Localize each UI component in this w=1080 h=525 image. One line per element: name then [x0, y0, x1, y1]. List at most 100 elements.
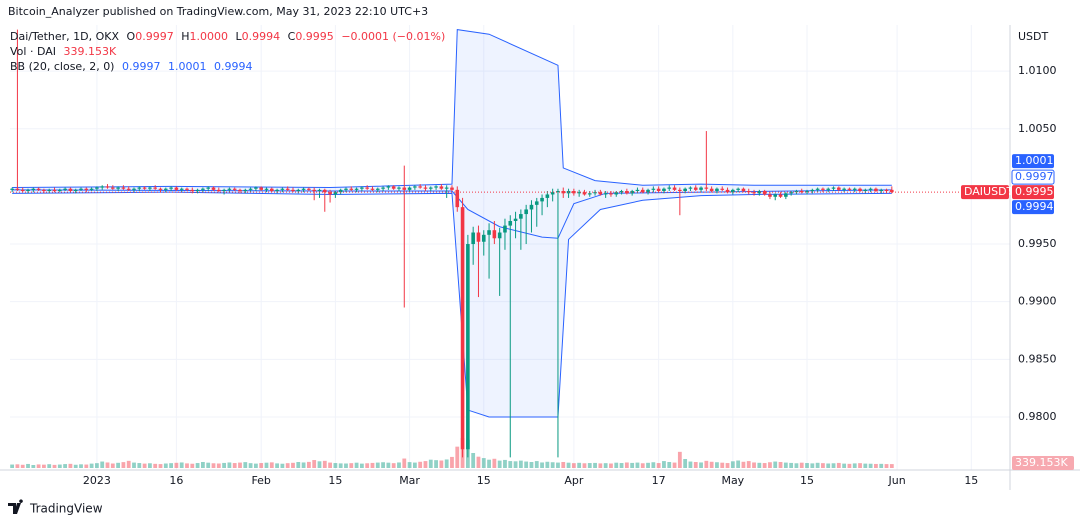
candle-body — [481, 234, 486, 242]
volume-bar — [63, 464, 68, 468]
candle-body — [259, 187, 263, 190]
volume-bar — [815, 462, 820, 468]
candle-body — [577, 192, 581, 194]
bb-value: 1.0001 — [168, 60, 207, 73]
volume-bar — [391, 463, 396, 468]
axes: 1.0100 1.0050 0.9950 0.9900 0.9850 0.9800 2023… — [10, 64, 1074, 487]
volume-bar — [672, 462, 677, 468]
volume-bar — [322, 460, 327, 468]
candle-body — [195, 189, 200, 192]
volume-bar — [301, 462, 306, 468]
volume-bar — [497, 460, 502, 468]
candle-body — [847, 188, 852, 190]
volume-bar — [333, 463, 338, 468]
candle-body — [254, 187, 258, 189]
volume-bar — [285, 463, 290, 468]
volume-bar — [264, 462, 269, 468]
volume-bar — [540, 462, 544, 468]
volume-bar — [640, 463, 645, 468]
volume-bar — [550, 462, 555, 468]
volume-bar — [471, 453, 476, 468]
candle-body — [84, 188, 89, 190]
candle-body — [699, 187, 703, 190]
candle-body — [688, 187, 693, 189]
upper-label: 1.0001 — [1015, 154, 1054, 167]
volume-bar — [354, 462, 359, 468]
x-tick-label: Jun — [888, 474, 906, 487]
volume-bar — [699, 462, 703, 468]
volume-bar — [492, 458, 497, 468]
price-unit: USDT — [1018, 30, 1049, 43]
candle-body — [529, 204, 534, 210]
symbol-label: DAIUSDT — [964, 185, 1014, 198]
volume-bar — [863, 463, 868, 468]
volume-bar — [232, 463, 237, 468]
volume-bar — [582, 463, 587, 468]
volume-bar — [571, 463, 576, 468]
candle-body — [635, 189, 640, 192]
candle-body — [662, 188, 666, 192]
candle-body — [232, 188, 237, 190]
volume-bar — [619, 463, 624, 468]
volume-bars — [10, 438, 894, 468]
candle-body — [68, 188, 73, 192]
candle-body — [142, 187, 147, 189]
candle-body — [672, 187, 677, 190]
candle-body — [328, 192, 332, 195]
candle-body — [842, 188, 846, 190]
candle-body — [402, 187, 407, 190]
candle-body — [799, 191, 804, 193]
volume-bar — [47, 464, 52, 468]
candle-body — [360, 187, 364, 189]
volume-bar — [635, 462, 640, 468]
volume-bar — [10, 464, 15, 468]
x-tick-label: 17 — [652, 474, 666, 487]
x-tick-label: Mar — [399, 474, 420, 487]
x-tick-label: 16 — [169, 474, 183, 487]
volume-bar — [105, 462, 110, 468]
candle-body — [317, 189, 322, 192]
volume-bar — [169, 463, 174, 468]
publisher: Bitcoin_Analyzer published on TradingVie… — [8, 5, 428, 18]
volume-bar — [450, 456, 454, 468]
volume-bar — [534, 461, 539, 468]
footer-logo — [8, 499, 23, 514]
volume-bar — [158, 464, 163, 468]
volume-bar — [688, 461, 693, 468]
volume-bar — [889, 464, 894, 468]
candle-body — [614, 192, 619, 195]
candle-body — [460, 207, 465, 450]
volume-bar — [386, 462, 391, 468]
y-tick-label: 1.0100 — [1018, 64, 1057, 77]
volume-bar — [455, 446, 460, 468]
candle-body — [794, 191, 799, 193]
candle-body — [715, 188, 719, 192]
candle-body — [243, 189, 248, 192]
volume-bar — [291, 462, 295, 468]
volume-bar — [216, 463, 221, 468]
volume-bar — [68, 463, 73, 468]
volume-bar — [126, 460, 131, 468]
candle-body — [550, 192, 555, 195]
candle-body — [211, 187, 216, 190]
x-tick-label: May — [721, 474, 744, 487]
candle-body — [95, 187, 99, 189]
candle-body — [556, 191, 560, 193]
candle-body — [762, 191, 767, 195]
bb-legend: BB (20, close, 2, 0) 0.9997 1.0001 0.999… — [10, 60, 252, 73]
volume-bar — [677, 451, 682, 468]
volume-bar — [773, 461, 778, 468]
volume-bar — [179, 462, 184, 468]
volume-bar — [587, 463, 592, 468]
volume-bar — [868, 463, 873, 468]
candle-body — [439, 186, 444, 189]
volume-bar — [836, 462, 841, 468]
volume-bar — [725, 463, 730, 468]
candle-body — [418, 186, 422, 188]
volume-bar — [566, 462, 571, 468]
y-tick-label: 0.9950 — [1018, 237, 1057, 250]
volume-bar — [227, 462, 232, 468]
candle-body — [731, 189, 735, 193]
volume-bar — [778, 462, 783, 468]
